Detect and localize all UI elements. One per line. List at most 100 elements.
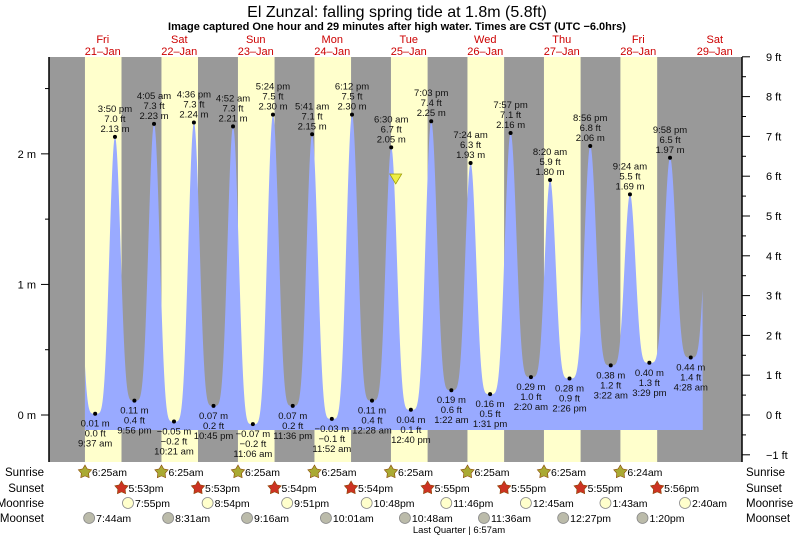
high-tide-ft-label: 7.5 ft: [262, 92, 283, 103]
moonset-icon: [241, 512, 253, 524]
chart-title: El Zunzal: falling spring tide at 1.8m (…: [247, 4, 547, 21]
sunset-time: 5:53pm: [205, 483, 240, 495]
sunset-icon: [573, 480, 588, 495]
low-tide-m-label: 0.07 m: [278, 411, 307, 422]
sunset-row-label: Sunset: [8, 483, 45, 495]
low-tide-m-label: 0.07 m: [199, 411, 228, 422]
day-name-label: Tue: [399, 34, 418, 46]
high-tide-time-label: 8:56 pm: [573, 113, 607, 124]
high-tide-m-label: 2.21 m: [218, 113, 247, 124]
low-tide-ft-label: 0.9 ft: [559, 393, 580, 404]
sunrise-icon: [460, 464, 475, 479]
low-tide-point: [171, 419, 176, 424]
low-tide-ft-label: 0.6 ft: [441, 405, 462, 416]
low-tide-ft-label: 0.2 ft: [282, 421, 303, 432]
moonset-icon: [478, 512, 490, 524]
low-tide-point: [132, 398, 137, 403]
high-tide-time-label: 7:57 pm: [493, 100, 527, 111]
low-tide-time-label: 3:22 am: [594, 390, 628, 401]
day-name-label: Sat: [171, 34, 188, 46]
low-tide-time-label: 11:36 pm: [273, 431, 312, 442]
moonrise-time: 1:43am: [612, 498, 647, 510]
sunset-icon: [343, 480, 359, 495]
moonrise-icon: [201, 497, 214, 509]
high-tide-m-label: 2.13 m: [100, 124, 129, 135]
high-tide-ft-label: 6.7 ft: [381, 124, 402, 135]
day-name-label: Wed: [474, 34, 496, 46]
left-tick-label: 2 m: [18, 149, 36, 161]
high-tide-ft-label: 6.8 ft: [580, 123, 601, 134]
sunrise-time: 6:25am: [168, 467, 203, 479]
high-tide-point: [310, 132, 315, 137]
low-tide-point: [567, 376, 572, 381]
day-name-label: Fri: [632, 34, 645, 46]
low-tide-ft-label: 1.2 ft: [600, 380, 621, 391]
high-tide-time-label: 6:30 am: [374, 114, 408, 125]
sunrise-icon: [613, 464, 628, 479]
sunset-icon: [190, 480, 206, 495]
right-tick-label: 4 ft: [766, 251, 781, 263]
tide-area: [84, 114, 703, 430]
high-tide-time-label: 9:58 pm: [653, 125, 687, 136]
high-tide-m-label: 2.23 m: [139, 111, 168, 122]
high-tide-point: [270, 112, 275, 117]
high-tide-point: [548, 177, 553, 182]
sunset-icon: [649, 480, 665, 495]
day-date-label: 28–Jan: [620, 46, 656, 58]
low-tide-point: [329, 416, 334, 421]
high-tide-ft-label: 7.4 ft: [421, 98, 442, 109]
day-name-label: Thu: [552, 34, 571, 46]
low-tide-point: [250, 422, 255, 427]
high-tide-time-label: 6:12 pm: [335, 82, 369, 93]
high-tide-point: [112, 134, 117, 139]
sunset-time: 5:55pm: [588, 483, 623, 495]
low-tide-m-label: 0.11 m: [358, 406, 386, 417]
low-tide-ft-label: 0.2 ft: [203, 421, 224, 432]
moonrise-row-label-right: Moonrise: [746, 498, 793, 510]
high-tide-ft-label: 5.5 ft: [619, 171, 640, 182]
right-tick-label: 5 ft: [766, 211, 781, 223]
low-tide-point: [647, 360, 652, 365]
low-tide-ft-label: 0.4 ft: [124, 416, 145, 427]
low-tide-m-label: −0.03 m: [315, 424, 350, 435]
low-tide-time-label: 1:22 am: [434, 415, 468, 426]
sunrise-row-label: Sunrise: [5, 467, 44, 479]
moonset-icon: [557, 512, 570, 524]
low-tide-m-label: 0.28 m: [555, 383, 584, 394]
moonset-row-label-right: Moonset: [746, 513, 791, 525]
right-tick-label: 0 ft: [766, 410, 781, 422]
low-tide-time-label: 11:06 am: [233, 449, 272, 460]
sunrise-icon: [230, 464, 246, 479]
moonrise-time: 10:48pm: [374, 498, 415, 510]
high-tide-point: [588, 144, 593, 149]
low-tide-point: [408, 407, 413, 412]
low-tide-ft-label: −0.2 ft: [240, 439, 267, 450]
high-tide-time-label: 4:36 pm: [177, 90, 211, 101]
sunset-row-label-right: Sunset: [746, 483, 783, 495]
moonrise-icon: [360, 497, 373, 509]
high-tide-point: [429, 119, 434, 124]
low-tide-m-label: 0.04 m: [396, 415, 425, 426]
low-tide-point: [290, 403, 295, 408]
high-tide-time-label: 5:24 pm: [256, 82, 290, 93]
day-name-label: Fri: [96, 34, 109, 46]
moonrise-time: 7:55pm: [135, 498, 170, 510]
high-tide-time-label: 4:05 am: [137, 91, 171, 102]
moonset-time: 7:44am: [96, 513, 131, 525]
low-tide-m-label: 0.44 m: [676, 363, 705, 374]
right-tick-label: 7 ft: [766, 131, 781, 143]
day-date-label: 24–Jan: [314, 46, 350, 58]
sunset-time: 5:55pm: [435, 483, 470, 495]
moonrise-icon: [440, 497, 453, 509]
moonrise-icon: [519, 497, 532, 509]
low-tide-time-label: 11:52 am: [312, 444, 351, 455]
high-tide-m-label: 2.05 m: [377, 134, 406, 145]
sunrise-time: 6:25am: [321, 467, 356, 479]
right-tick-label: 1 ft: [766, 370, 781, 382]
high-tide-point: [231, 124, 236, 129]
high-tide-point: [152, 121, 157, 126]
low-tide-point: [369, 398, 374, 403]
sunset-time: 5:54pm: [358, 483, 393, 495]
low-tide-m-label: −0.05 m: [157, 427, 192, 438]
high-tide-m-label: 1.93 m: [456, 150, 485, 161]
